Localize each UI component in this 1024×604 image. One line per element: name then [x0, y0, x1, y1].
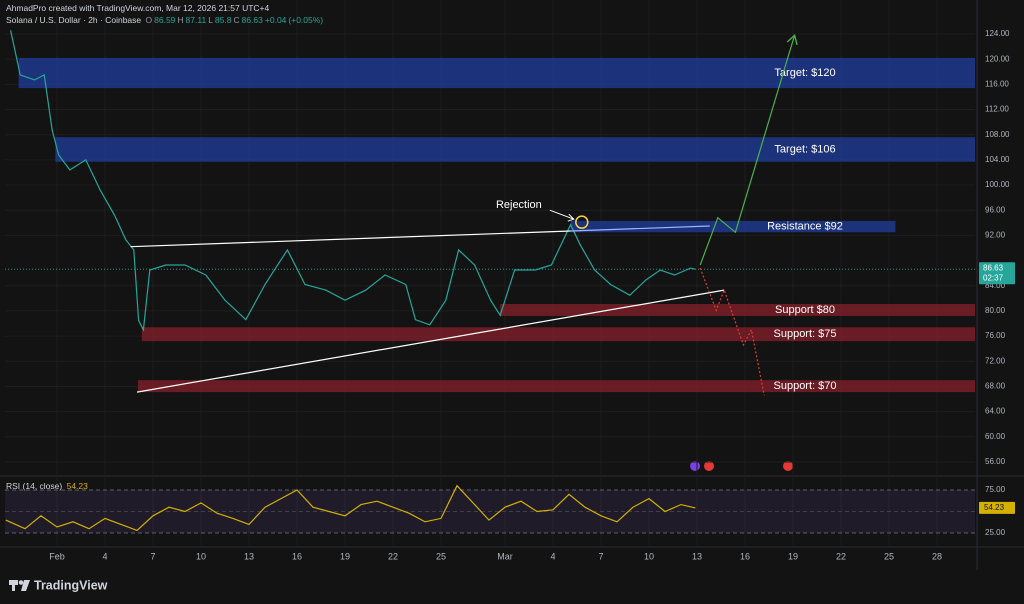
- last-price: 86.63: [983, 263, 1004, 272]
- x-tick-label: 10: [196, 551, 206, 561]
- brand-logo: [9, 580, 30, 591]
- y-tick-label: 100.00: [985, 180, 1010, 189]
- x-tick-label: 28: [932, 551, 942, 561]
- zone: [55, 137, 975, 162]
- y-tick-label: 72.00: [985, 356, 1006, 365]
- x-tick-label: 16: [292, 551, 302, 561]
- trend-line: [136, 289, 725, 393]
- y-tick-label: 104.00: [985, 155, 1010, 164]
- y-tick-label: 56.00: [985, 457, 1006, 466]
- event-icon[interactable]: [690, 461, 700, 471]
- zone-label: Resistance $92: [767, 220, 843, 232]
- change: +0.04: [264, 15, 287, 25]
- event-icon[interactable]: [704, 461, 714, 471]
- zone-label: Support: $75: [774, 328, 837, 340]
- zone-label: Support: $70: [774, 380, 837, 392]
- ohlc-label: H: [177, 15, 184, 25]
- y-tick-label: 116.00: [985, 79, 1009, 88]
- y-tick-label: 96.00: [985, 205, 1006, 214]
- x-tick-label: 25: [436, 551, 446, 561]
- y-tick-label: 60.00: [985, 432, 1006, 441]
- event-icon[interactable]: [783, 461, 793, 471]
- ohlc-label: O: [145, 15, 153, 25]
- annotation-label: Rejection: [496, 199, 542, 211]
- zone-label: Support $80: [775, 304, 835, 316]
- y-tick-label: 84.00: [985, 281, 1006, 290]
- zone-label: Target: $106: [774, 143, 835, 155]
- symbol-title: Solana / U.S. Dollar · 2h · Coinbase: [6, 15, 142, 25]
- y-tick-label: 112.00: [985, 105, 1009, 114]
- zone: [500, 303, 975, 316]
- zone: [18, 57, 976, 89]
- y-tick-label: 76.00: [985, 331, 1006, 340]
- x-tick-label: 13: [244, 551, 254, 561]
- y-tick-label: 64.00: [985, 407, 1006, 416]
- rsi-badge: [979, 501, 1015, 514]
- y-tick-label: 25.00: [985, 528, 1006, 537]
- y-tick-label: 92.00: [985, 231, 1006, 240]
- ohlc-label: L: [208, 15, 213, 25]
- ohlc-value: 86.59: [154, 15, 176, 25]
- ohlc-value: 85.8: [214, 15, 232, 25]
- ohlc-value: 86.63: [241, 15, 263, 25]
- y-tick-label: 75.00: [985, 485, 1006, 494]
- change-pct: (+0.05%): [288, 15, 324, 25]
- rejection-marker: [575, 215, 589, 229]
- trend-line: [699, 267, 765, 396]
- y-tick-label: 68.00: [985, 382, 1006, 391]
- arrow-head: [786, 33, 798, 46]
- ohlc-value: 87.11: [185, 15, 207, 25]
- y-tick-label: 124.00: [985, 29, 1010, 38]
- zone: [137, 380, 975, 393]
- x-tick-label: 19: [340, 551, 350, 561]
- y-tick-label: 120.00: [985, 54, 1010, 63]
- y-tick-label: 108.00: [985, 130, 1010, 139]
- x-tick-label: 7: [598, 551, 603, 561]
- zone: [141, 327, 976, 342]
- x-tick-label: 4: [102, 551, 107, 561]
- ohlc-label: C: [233, 15, 240, 25]
- brand: TradingView: [34, 578, 108, 592]
- rsi-last: 54.23: [984, 503, 1005, 512]
- x-tick-label: Feb: [49, 551, 65, 561]
- x-tick-label: Mar: [497, 551, 513, 561]
- x-tick-label: 25: [884, 551, 894, 561]
- trend-line: [570, 225, 710, 232]
- x-tick-label: 22: [388, 551, 398, 561]
- rsi-value: 54.23: [66, 481, 88, 491]
- trend-line: [699, 35, 796, 266]
- x-tick-label: 22: [836, 551, 846, 561]
- symbol-header: Solana / U.S. Dollar · 2h · Coinbase O 86…: [6, 15, 325, 25]
- bar-countdown: 02:37: [983, 273, 1004, 282]
- x-tick-label: 4: [550, 551, 555, 561]
- x-tick-label: 16: [740, 551, 750, 561]
- x-tick-label: 7: [150, 551, 155, 561]
- annotation-arrow: [549, 209, 575, 222]
- trend-line: [130, 230, 571, 248]
- x-tick-label: 19: [788, 551, 798, 561]
- price-line: [10, 30, 696, 332]
- price-line: [5, 484, 696, 532]
- rsi-header: RSI (14, close) 54.23: [6, 481, 90, 491]
- credit: AhmadPro created with TradingView.com, M…: [6, 3, 270, 13]
- x-tick-label: 10: [644, 551, 654, 561]
- zone: [570, 220, 896, 233]
- y-tick-label: 80.00: [985, 306, 1006, 315]
- last-price-badge: [979, 262, 1015, 285]
- rsi-title: RSI (14, close): [6, 481, 63, 491]
- zone-label: Target: $120: [774, 67, 835, 79]
- x-tick-label: 13: [692, 551, 702, 561]
